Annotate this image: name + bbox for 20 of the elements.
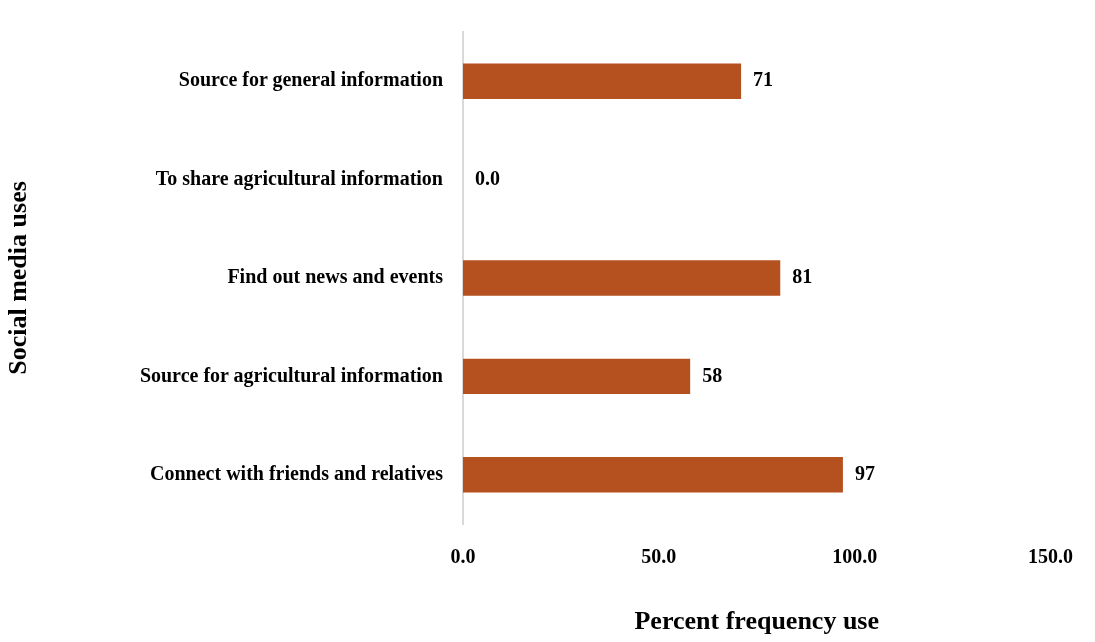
x-tick-label: 50.0 xyxy=(641,545,677,568)
x-tick-label: 150.0 xyxy=(1028,545,1073,568)
y-tick-label: Source for general information xyxy=(178,68,443,92)
bar xyxy=(463,260,781,296)
data-label: 0.0 xyxy=(475,166,500,189)
x-tick-label: 0.0 xyxy=(450,545,476,568)
y-tick-label: Connect with friends and relatives xyxy=(150,461,444,484)
y-axis-title: Social media uses xyxy=(3,181,33,375)
bar xyxy=(463,457,843,493)
y-tick-label: Find out news and events xyxy=(227,265,444,288)
y-tick-label: Source for agricultural information xyxy=(139,363,443,387)
data-label: 97 xyxy=(854,461,875,484)
x-axis-title: Percent frequency use xyxy=(634,606,880,636)
y-tick-label: To share agricultural information xyxy=(155,166,443,190)
bar xyxy=(463,63,742,99)
data-label: 81 xyxy=(792,265,813,288)
data-label: 58 xyxy=(702,363,723,386)
bar xyxy=(463,358,691,395)
x-tick-label: 100.0 xyxy=(832,545,878,568)
data-label: 71 xyxy=(753,68,774,91)
